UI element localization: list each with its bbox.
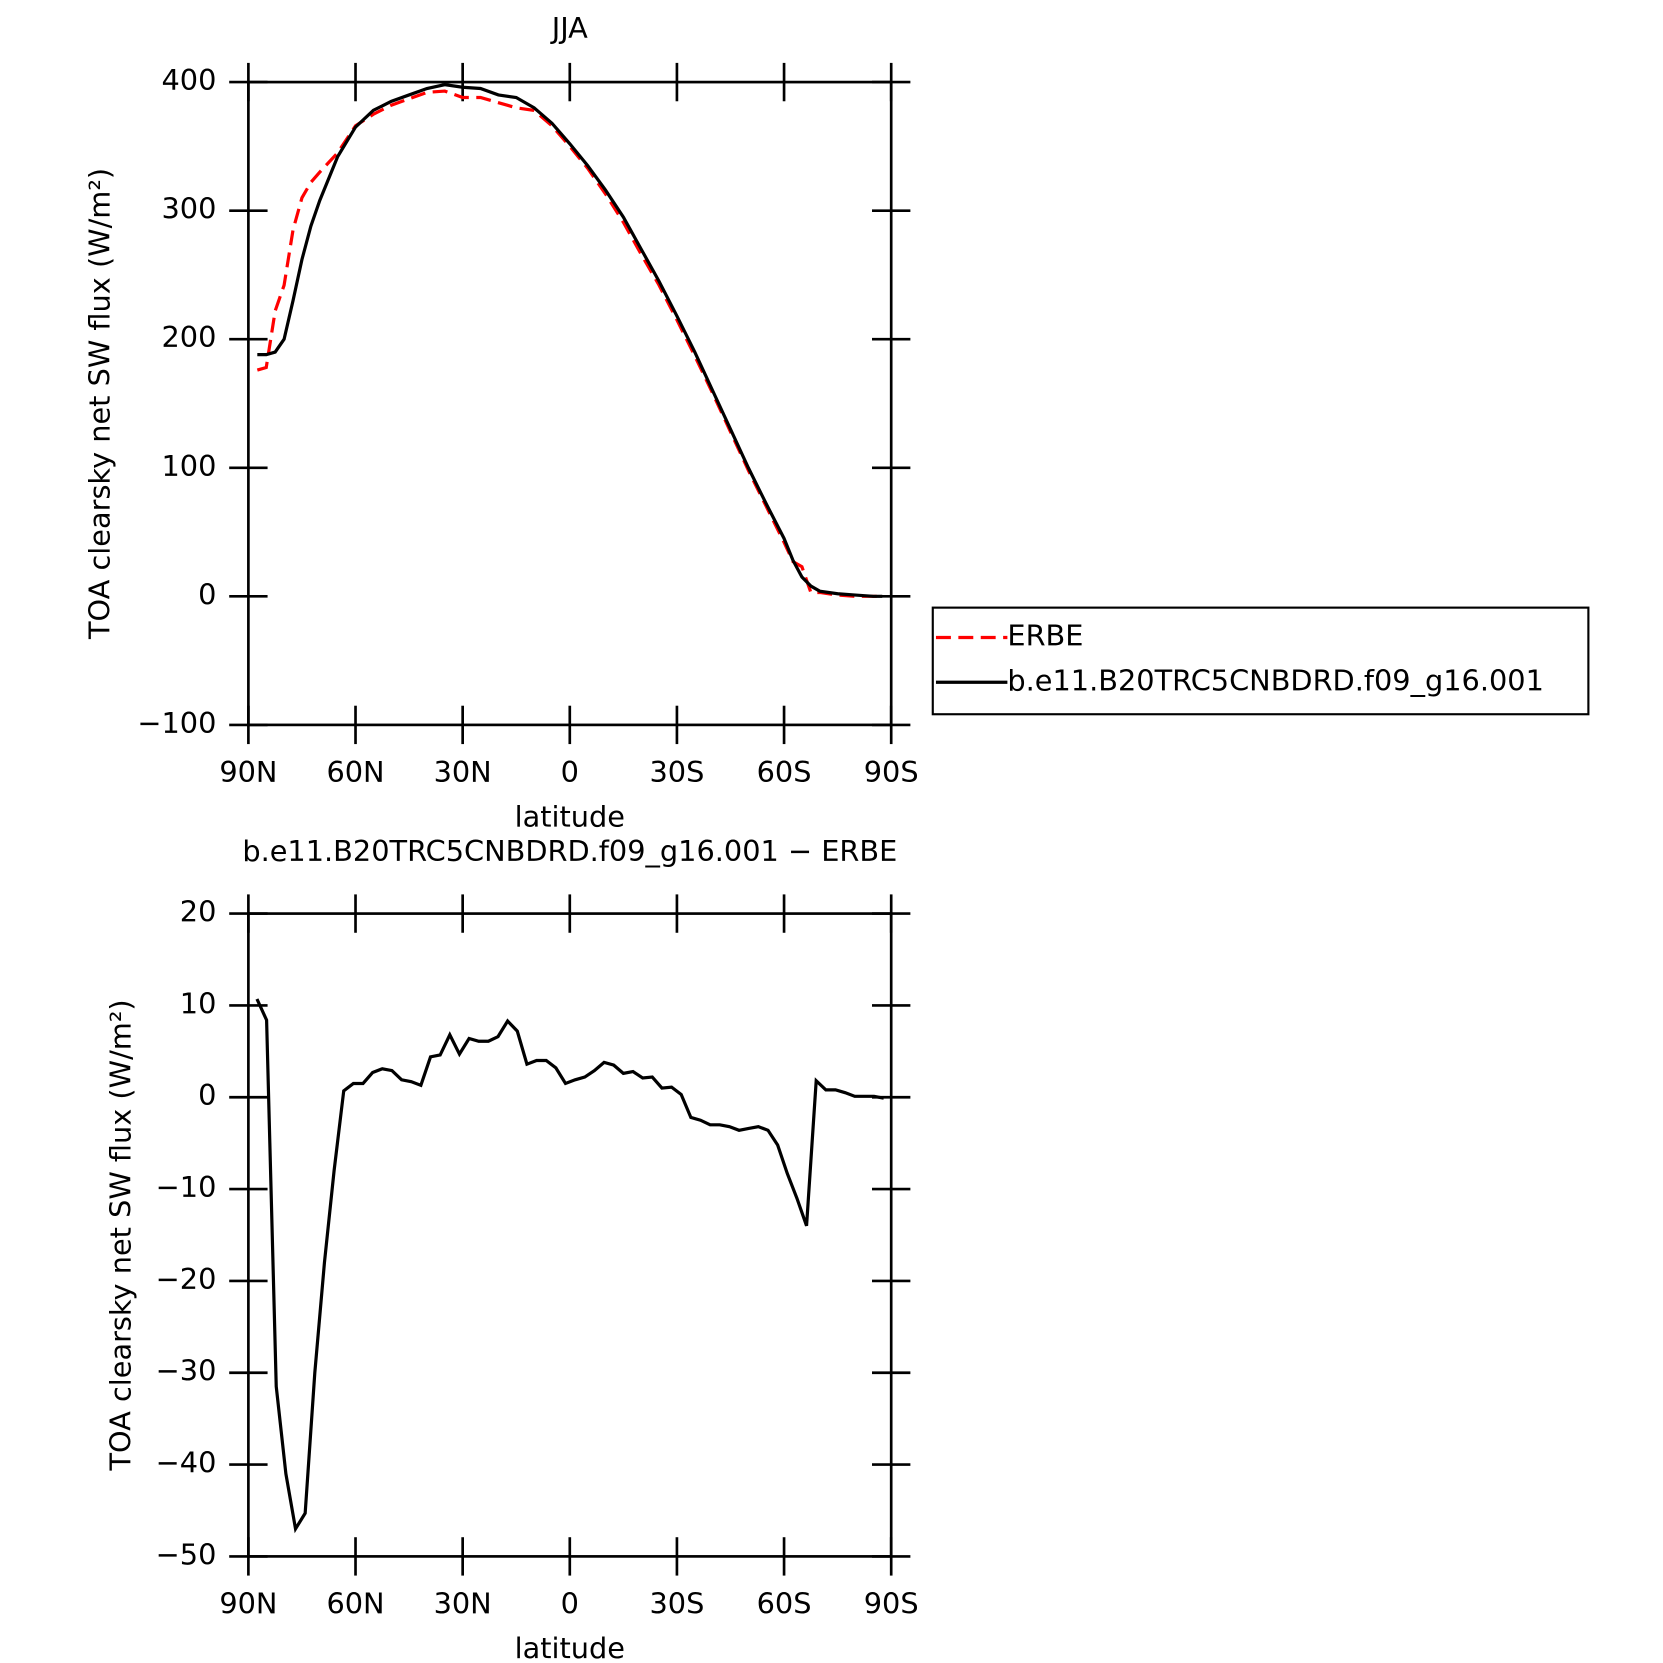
x-tick-label: 30S: [649, 1586, 704, 1620]
legend-label: ERBE: [1007, 618, 1083, 652]
x-tick-label: 90S: [864, 1586, 919, 1620]
x-tick-label: 90S: [864, 755, 919, 789]
y-tick-label: 200: [161, 320, 216, 354]
legend-box: [931, 606, 1590, 716]
x-axis-label: latitude: [515, 800, 625, 834]
y-tick-label: 20: [180, 895, 217, 929]
y-axis-label: TOA clearsky net SW flux (W/m²): [82, 168, 116, 640]
data-line: [255, 998, 884, 1534]
x-tick-label: 0: [561, 755, 579, 789]
data-line: [257, 83, 883, 598]
y-axis-label: TOA clearsky net SW flux (W/m²): [104, 999, 138, 1471]
y-tick-label: −30: [156, 1354, 217, 1388]
y-tick-label: −100: [137, 706, 216, 740]
plot-frame: [247, 80, 893, 727]
y-tick-label: −40: [156, 1446, 217, 1480]
x-tick-label: 60N: [326, 1586, 384, 1620]
x-tick-label: 30N: [434, 1586, 492, 1620]
y-tick-label: 400: [161, 63, 216, 97]
x-tick-label: 0: [561, 1586, 579, 1620]
x-tick-label: 60S: [757, 1586, 812, 1620]
x-tick-label: 30N: [434, 755, 492, 789]
legend-label: b.e11.B20TRC5CNBDRD.f09_g16.001: [1007, 663, 1544, 697]
y-tick-label: −20: [156, 1262, 217, 1296]
x-tick-label: 90N: [219, 755, 277, 789]
x-tick-label: 60S: [757, 755, 812, 789]
x-tick-label: 60N: [326, 755, 384, 789]
y-tick-label: 0: [198, 577, 216, 611]
y-tick-label: 300: [161, 192, 216, 226]
y-tick-label: −10: [156, 1170, 217, 1204]
x-axis-label: latitude: [515, 1631, 625, 1663]
x-tick-label: 90N: [219, 1586, 277, 1620]
chart-title: JJA: [550, 11, 588, 45]
plot-frame: [247, 912, 893, 1558]
y-tick-label: 0: [198, 1078, 216, 1112]
data-line: [256, 89, 883, 598]
x-tick-label: 30S: [649, 755, 704, 789]
y-tick-label: 100: [161, 449, 216, 483]
y-tick-label: −50: [156, 1537, 217, 1571]
chart-title: b.e11.B20TRC5CNBDRD.f09_g16.001 − ERBE: [242, 834, 897, 868]
y-tick-label: 10: [180, 986, 217, 1020]
